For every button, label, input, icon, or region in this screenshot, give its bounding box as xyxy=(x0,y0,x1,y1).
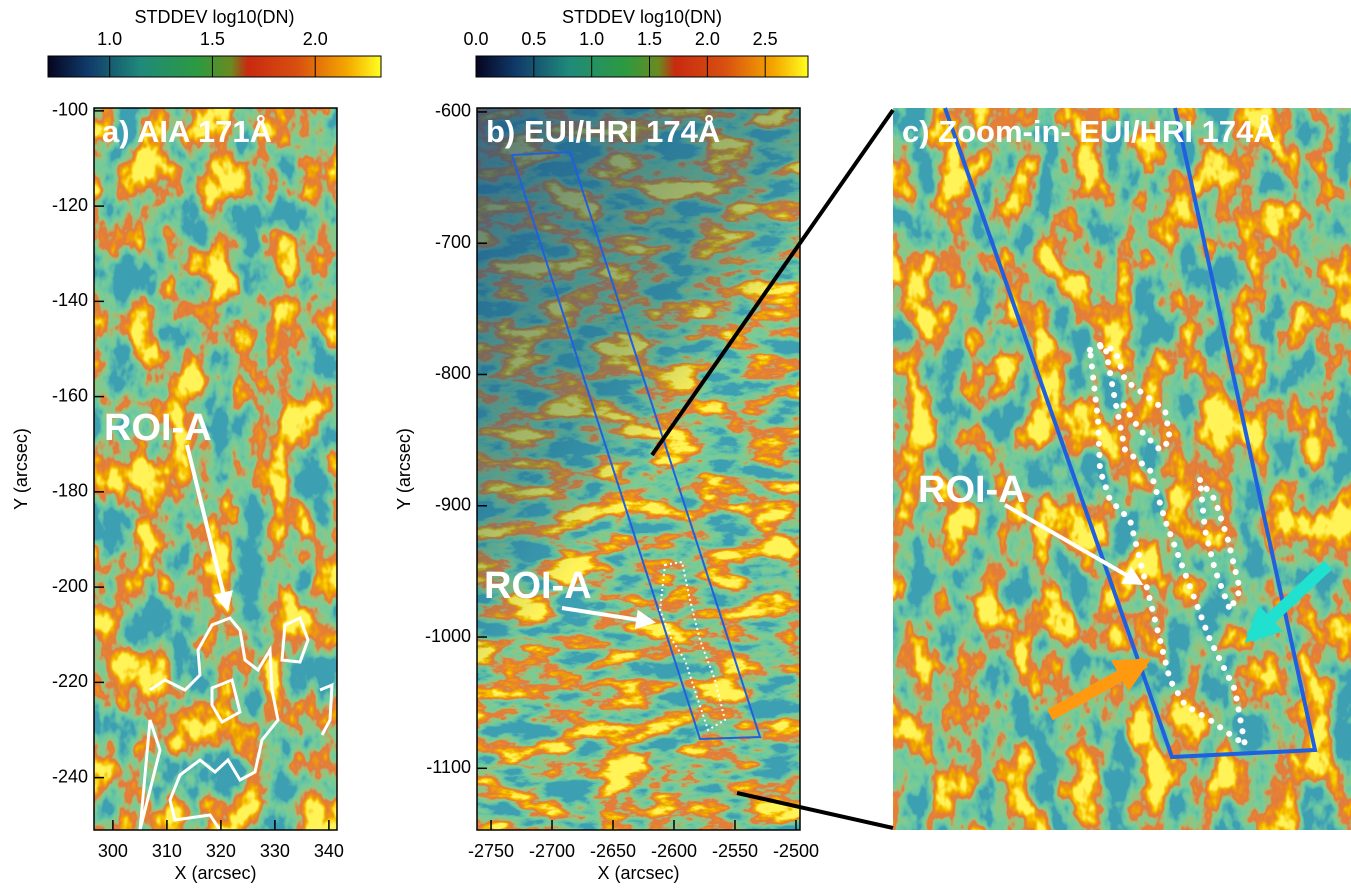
panel-c-image xyxy=(893,108,1351,830)
colorbar-tick-label: 1.0 xyxy=(97,29,122,49)
panel-title: a) AIA 171Å xyxy=(102,114,272,149)
x-tick-label: -2750 xyxy=(468,841,514,861)
x-axis-label: X (arcsec) xyxy=(174,863,256,883)
colorbar-tick-label: 0.0 xyxy=(463,29,488,49)
panel-a-overlay xyxy=(138,444,334,830)
panel-b-overlay xyxy=(510,150,762,741)
plot-frame xyxy=(476,107,801,831)
colorbar xyxy=(475,55,809,78)
y-tick-label: -900 xyxy=(435,495,471,515)
colorbar-tick-label: 1.5 xyxy=(200,29,225,49)
panel-a-image xyxy=(94,108,337,830)
x-tick-label: -2500 xyxy=(773,841,819,861)
y-tick-label: -180 xyxy=(52,481,88,501)
x-tick-label: 340 xyxy=(314,841,344,861)
y-tick-label: -120 xyxy=(52,195,88,215)
x-tick-label: 310 xyxy=(152,841,182,861)
colorbar-tick-label: 0.5 xyxy=(521,29,546,49)
y-tick-label: -240 xyxy=(52,766,88,786)
panel-title: b) EUI/HRI 174Å xyxy=(486,114,720,149)
y-tick-label: -800 xyxy=(435,363,471,383)
colorbar-label: STDDEV log10(DN) xyxy=(134,7,294,27)
y-tick-label: -1100 xyxy=(426,757,471,777)
x-tick-label: -2700 xyxy=(529,841,575,861)
panel-title: c) Zoom-in- EUI/HRI 174Å xyxy=(902,114,1276,149)
x-axis-label: X (arcsec) xyxy=(597,863,679,883)
y-tick-label: -140 xyxy=(52,290,88,310)
y-tick-label: -220 xyxy=(52,671,88,691)
y-tick-label: -100 xyxy=(52,100,88,120)
x-tick-label: 320 xyxy=(206,841,236,861)
y-tick-label: -600 xyxy=(435,101,471,121)
colorbar xyxy=(47,55,382,78)
y-axis-label: Y (arcsec) xyxy=(11,428,31,510)
panel-c-overlay xyxy=(943,107,1333,760)
zoom-connectors xyxy=(650,108,895,830)
plot-frame xyxy=(93,107,338,831)
x-tick-label: -2600 xyxy=(651,841,697,861)
x-tick-label: -2550 xyxy=(712,841,758,861)
y-axis-label: Y (arcsec) xyxy=(394,428,414,510)
annotation: ROI-A xyxy=(484,565,592,607)
colorbar-tick-label: 1.5 xyxy=(637,29,662,49)
colorbar-tick-label: 2.0 xyxy=(303,29,328,49)
annotation: ROI-A xyxy=(104,407,212,449)
x-tick-label: 330 xyxy=(260,841,290,861)
panel-b-image xyxy=(477,108,800,830)
x-tick-label: 300 xyxy=(98,841,128,861)
x-tick-label: -2650 xyxy=(590,841,636,861)
y-tick-label: -1000 xyxy=(425,626,471,646)
y-tick-label: -200 xyxy=(52,576,88,596)
colorbar-tick-label: 2.0 xyxy=(695,29,720,49)
colorbar-tick-label: 1.0 xyxy=(579,29,604,49)
annotation: ROI-A xyxy=(918,469,1026,511)
y-tick-label: -700 xyxy=(435,232,471,252)
colorbar-tick-label: 2.5 xyxy=(753,29,778,49)
colorbar-label: STDDEV log10(DN) xyxy=(562,7,722,27)
y-tick-label: -160 xyxy=(52,385,88,405)
